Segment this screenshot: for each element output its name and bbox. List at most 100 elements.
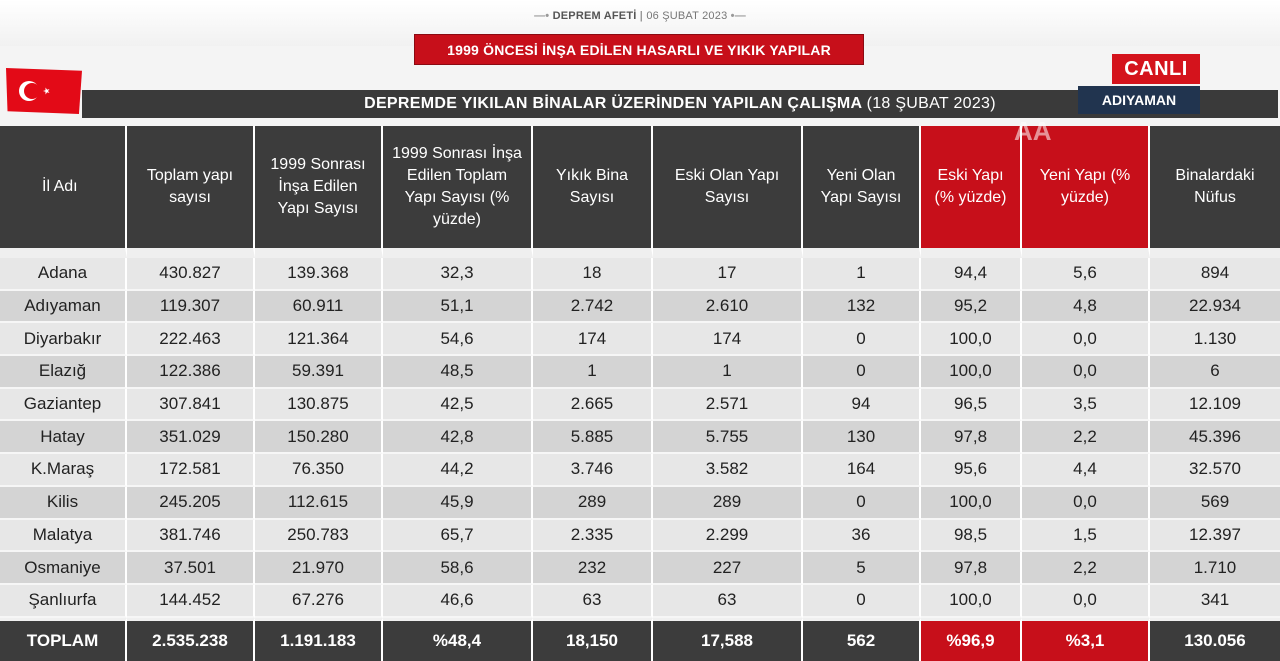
table-cell: 67.276 [255,584,383,618]
table-cell: 96,5 [921,388,1022,422]
table-cell: 45.396 [1150,421,1280,455]
table-cell: 0,0 [1022,323,1150,357]
table-row: Şanlıurfa 144.452 67.276 46,6 63 63 0 100,0 0,0 3… [0,584,1280,618]
turkish-flag-icon [6,68,82,114]
table-cell: 894 [1150,258,1280,291]
table-row: Diyarbakır 222.463 121.364 54,6 174 174 0 100,0… [0,323,1280,357]
table-cell: 18 [533,258,653,291]
table-cell: 4,4 [1022,454,1150,487]
table-cell: 430.827 [127,258,255,291]
table-cell: 222.463 [127,323,255,357]
column-header: İl Adı [0,126,127,258]
table-cell: 130.875 [255,388,383,422]
table-cell: 1,5 [1022,519,1150,553]
table-cell: 45,9 [383,486,533,520]
kicker-label: DEPREM AFETİ [552,10,637,22]
table-cell: 2.571 [653,388,803,422]
table-cell: 63 [533,584,653,618]
table-cell: 351.029 [127,421,255,455]
table-cell: 32.570 [1150,454,1280,487]
table-cell: 3,5 [1022,388,1150,422]
table-cell: 5.755 [653,421,803,455]
table-cell: 94,4 [921,258,1022,291]
table-row: Osmaniye 37.501 21.970 58,6 232 227 5 97,8 2,2 1.… [0,552,1280,585]
table-cell: 0 [803,323,921,357]
table-cell: 289 [533,486,653,520]
table-cell: 17 [653,258,803,291]
table-cell: 12.109 [1150,388,1280,422]
table-cell: 94 [803,388,921,422]
table-cell: 227 [653,552,803,585]
live-badge: CANLI [1112,54,1200,84]
table-row: Adana 430.827 139.368 32,3 18 17 1 94,4 5,6 894 [0,258,1280,291]
table-cell: 569 [1150,486,1280,520]
agency-watermark: AA [1014,116,1052,146]
table-cell: 121.364 [255,323,383,357]
table-cell: 3.582 [653,454,803,487]
column-header: Yeni Yapı (% yüzde) [1022,126,1150,258]
column-header: Eski Olan Yapı Sayısı [653,126,803,258]
total-label: TOPLAM [0,617,127,661]
table-cell: 139.368 [255,258,383,291]
table-cell: 2.299 [653,519,803,553]
table-cell: 46,6 [383,584,533,618]
table-cell: 122.386 [127,356,255,389]
total-cell: 130.056 [1150,617,1280,661]
table-cell: 150.280 [255,421,383,455]
table-cell: 48,5 [383,356,533,389]
location-badge: ADIYAMAN [1078,86,1200,114]
kicker-separator: | [639,10,644,22]
table-cell: 12.397 [1150,519,1280,553]
table-cell: 42,8 [383,421,533,455]
table-cell: 21.970 [255,552,383,585]
column-header: Toplam yapı sayısı [127,126,255,258]
table-body: Adana 430.827 139.368 32,3 18 17 1 94,4 5,6 894 Ad… [0,258,1280,618]
table-row: Elazığ 122.386 59.391 48,5 1 1 0 100,0 0,0 6 [0,356,1280,389]
table-cell: 44,2 [383,454,533,487]
subtitle-banner: 1999 ÖNCESİ İNŞA EDİLEN HASARLI VE YIKIK… [414,34,864,65]
table-cell: 6 [1150,356,1280,389]
table-cell: 1 [533,356,653,389]
table-cell: 144.452 [127,584,255,618]
table-cell: 307.841 [127,388,255,422]
kicker-date: 06 ŞUBAT 2023 [646,10,728,22]
province-name: Adana [0,258,127,291]
table-cell: 174 [533,323,653,357]
table-cell: 95,2 [921,290,1022,324]
table-row: Hatay 351.029 150.280 42,8 5.885 5.755 130 97,8… [0,421,1280,455]
kicker-dash-right: •— [730,10,746,22]
table-cell: 5 [803,552,921,585]
table-cell: 2.665 [533,388,653,422]
table-cell: 98,5 [921,519,1022,553]
table-cell: 0 [803,584,921,618]
table-cell: 381.746 [127,519,255,553]
table-cell: 250.783 [255,519,383,553]
total-cell: %3,1 [1022,617,1150,661]
table-row: K.Maraş 172.581 76.350 44,2 3.746 3.582 164 95,… [0,454,1280,487]
table-cell: 51,1 [383,290,533,324]
table-cell: 1.130 [1150,323,1280,357]
kicker: —• DEPREM AFETİ | 06 ŞUBAT 2023 •— [0,10,1280,22]
province-name: Osmaniye [0,552,127,585]
column-header: Eski Yapı (% yüzde) [921,126,1022,258]
table-cell: 119.307 [127,290,255,324]
province-name: Şanlıurfa [0,584,127,618]
table-cell: 0 [803,486,921,520]
table-cell: 100,0 [921,486,1022,520]
table-row: Gaziantep 307.841 130.875 42,5 2.665 2.571 94 9… [0,388,1280,422]
table-cell: 130 [803,421,921,455]
table-cell: 100,0 [921,584,1022,618]
column-header: 1999 Sonrası İnşa Edilen Yapı Sayısı [255,126,383,258]
table-cell: 97,8 [921,421,1022,455]
table-cell: 54,6 [383,323,533,357]
table-cell: 232 [533,552,653,585]
total-cell: 2.535.238 [127,617,255,661]
table-cell: 3.746 [533,454,653,487]
table-cell: 341 [1150,584,1280,618]
table-cell: 1 [803,258,921,291]
table-cell: 95,6 [921,454,1022,487]
table-cell: 97,8 [921,552,1022,585]
table-cell: 5.885 [533,421,653,455]
table-row: Malatya 381.746 250.783 65,7 2.335 2.299 36 98,… [0,519,1280,553]
province-name: Diyarbakır [0,323,127,357]
